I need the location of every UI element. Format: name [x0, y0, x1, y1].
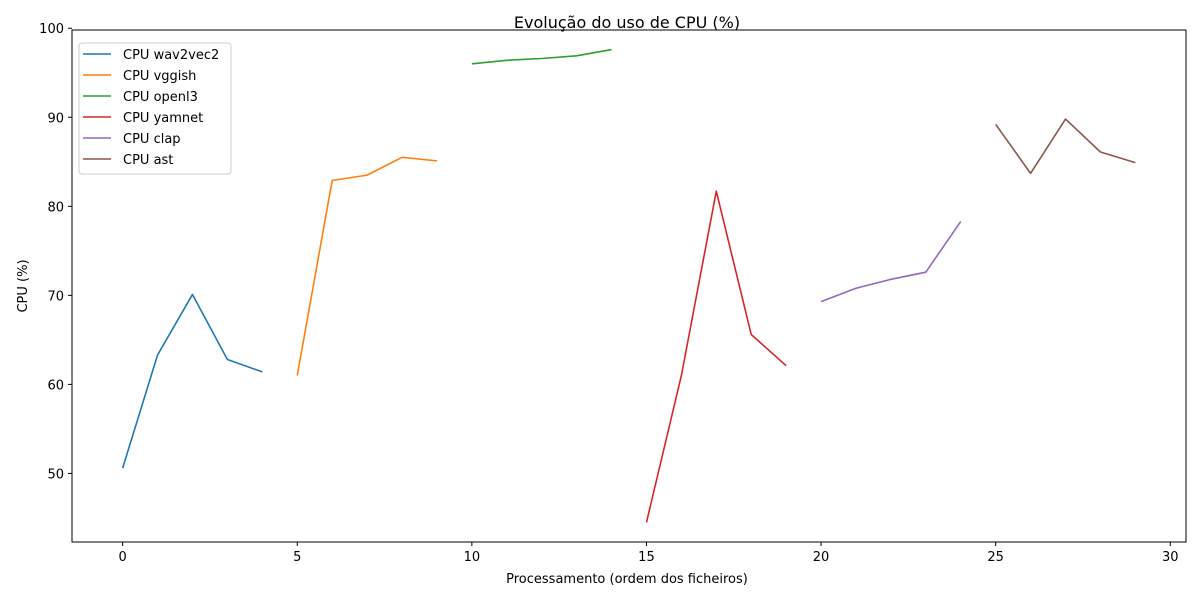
- y-axis: 50 60 70 80 90 100: [39, 22, 72, 482]
- legend-entry: CPU yamnet: [123, 111, 203, 126]
- y-tick-label: 60: [47, 378, 64, 393]
- x-tick-label: 20: [813, 550, 830, 565]
- chart-title: Evolução do uso de CPU (%): [514, 13, 740, 32]
- x-tick-label: 10: [464, 550, 481, 565]
- x-tick-label: 30: [1162, 550, 1179, 565]
- series-line-3: [471, 48, 612, 65]
- x-axis: 0 5 10 15 20 25 30: [118, 542, 1179, 565]
- x-tick-label: 25: [987, 550, 1004, 565]
- series-line-6: [995, 118, 1136, 175]
- y-tick-label: 70: [47, 289, 64, 304]
- series-line-5: [820, 220, 962, 303]
- legend-entry: CPU ast: [123, 153, 173, 168]
- legend-entry: CPU wav2vec2: [123, 48, 219, 63]
- series-line-2: [296, 156, 438, 376]
- legend: CPU wav2vec2 CPU vggish CPU openl3 CPU yamn…: [78, 42, 232, 175]
- y-tick-label: 80: [47, 200, 64, 215]
- legend-box: [78, 42, 232, 175]
- legend-entry: CPU clap: [123, 132, 181, 147]
- y-tick-label: 50: [47, 467, 64, 482]
- series-line-4: [645, 190, 787, 523]
- axes-frame: [71, 29, 1187, 543]
- series-line-1: [121, 293, 263, 469]
- x-tick-label: 15: [638, 550, 655, 565]
- legend-entry: CPU openl3: [123, 90, 198, 105]
- x-tick-label: 0: [118, 550, 126, 565]
- x-tick-label: 5: [293, 550, 301, 565]
- y-axis-label: CPU (%): [16, 259, 31, 312]
- x-axis-label: Processamento (ordem dos ficheiros): [506, 572, 748, 587]
- y-tick-label: 100: [39, 22, 64, 37]
- y-tick-label: 90: [47, 111, 64, 126]
- legend-entry: CPU vggish: [123, 69, 196, 84]
- plot-area: [121, 48, 1136, 523]
